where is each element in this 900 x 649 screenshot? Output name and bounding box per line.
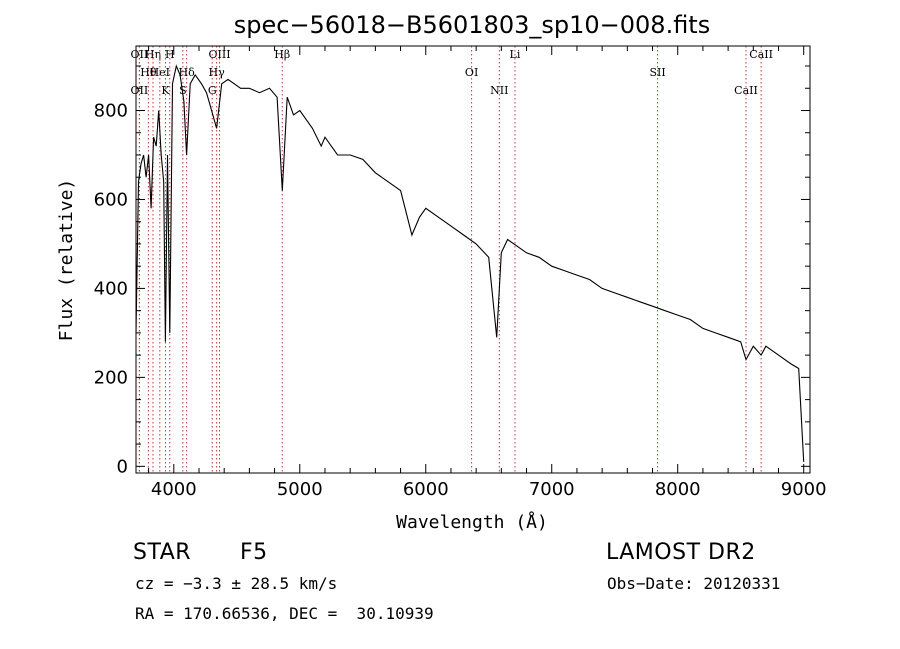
line-marker-label: Hθ [140,66,157,79]
y-tick-label: 800 [94,100,128,121]
x-tick-label: 6000 [403,479,449,500]
line-marker-label: OIII [208,48,230,61]
line-marker-label: SII [649,66,665,79]
chart-title: spec−56018−B5601803_sp10−008.fits [234,11,710,39]
spectral-subclass: F5 [240,540,268,565]
line-marker-label: NII [490,84,508,97]
line-marker-label: OI [465,66,478,79]
survey-name: LAMOST DR2 [606,540,756,565]
line-marker-label: CaII [749,48,773,61]
spectrum-line [135,64,805,462]
object-type: STAR [133,540,192,565]
y-tick-label: 400 [94,278,128,299]
line-marker-label: H [165,48,175,61]
line-marker-label: Hγ [209,66,226,79]
observation-date: Obs−Date: 20120331 [607,574,781,593]
y-tick-label: 0 [117,456,128,477]
line-marker-label: Hδ [179,66,196,79]
line-marker-label: HeI [150,66,170,79]
x-tick-label: 8000 [655,479,701,500]
x-tick-label: 4000 [151,479,197,500]
y-tick-label: 200 [94,367,128,388]
line-marker-label: G [208,84,217,97]
line-marker-label: OII [131,84,149,97]
x-tick-label: 5000 [277,479,323,500]
x-tick-label: 7000 [529,479,575,500]
line-marker-label: CaII [734,84,758,97]
x-tick-label: 9000 [781,479,827,500]
line-marker-label: K [161,84,170,97]
line-marker-label: Hη [145,48,161,61]
line-marker-label: Li [510,48,521,61]
x-axis-label: Wavelength (Å) [396,511,548,533]
axis-ticks: 4000 5000 6000 7000 8000 9000 0 200 400 600 800 [94,46,827,500]
spectral-line-markers: OIIHθOIIHηHeIKHHδSOIIIHγGHβOINIILiSIICaI… [131,46,773,473]
plot-frame [135,45,811,474]
redshift-velocity: cz = −3.3 ± 28.5 km/s [135,574,338,593]
y-axis-label: Flux (relative) [56,179,77,342]
sky-coordinates: RA = 170.66536, DEC = 30.10939 [135,604,434,623]
y-tick-label: 600 [94,189,128,210]
line-marker-label: Hβ [274,48,290,61]
